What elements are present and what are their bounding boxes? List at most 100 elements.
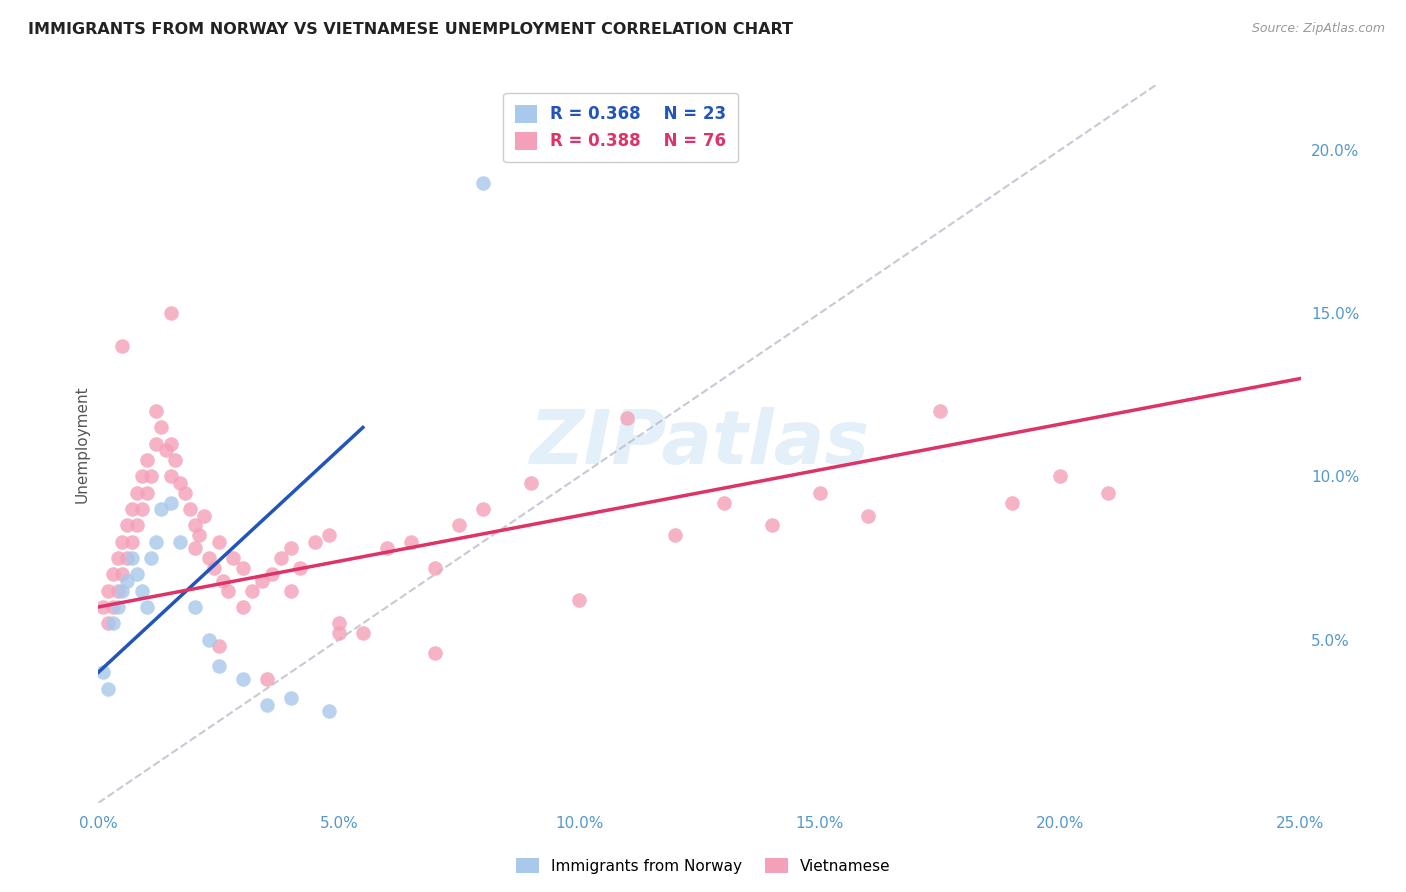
Point <box>222 551 245 566</box>
Point <box>107 583 129 598</box>
Point <box>149 420 172 434</box>
Point <box>240 583 263 598</box>
Point <box>270 551 292 566</box>
Point <box>135 453 157 467</box>
Point <box>208 639 231 653</box>
Point <box>328 626 350 640</box>
Point <box>208 658 231 673</box>
Point <box>169 534 191 549</box>
Point <box>260 567 283 582</box>
Point <box>121 502 143 516</box>
Point <box>568 593 591 607</box>
Point <box>111 567 134 582</box>
Point <box>125 567 148 582</box>
Point <box>91 665 114 680</box>
Point <box>165 453 187 467</box>
Point <box>212 574 235 588</box>
Point <box>107 599 129 614</box>
Point <box>352 626 374 640</box>
Point <box>304 534 326 549</box>
Point <box>183 599 205 614</box>
Point <box>761 518 783 533</box>
Point <box>713 495 735 509</box>
Point <box>97 616 120 631</box>
Point <box>117 518 139 533</box>
Text: IMMIGRANTS FROM NORWAY VS VIETNAMESE UNEMPLOYMENT CORRELATION CHART: IMMIGRANTS FROM NORWAY VS VIETNAMESE UNE… <box>28 22 793 37</box>
Point <box>198 632 221 647</box>
Point <box>256 672 278 686</box>
Point <box>125 485 148 500</box>
Point <box>616 410 638 425</box>
Point <box>125 518 148 533</box>
Legend: Immigrants from Norway, Vietnamese: Immigrants from Norway, Vietnamese <box>509 852 897 880</box>
Point <box>318 528 340 542</box>
Point <box>159 495 181 509</box>
Point <box>256 698 278 712</box>
Point <box>101 567 124 582</box>
Point <box>232 599 254 614</box>
Point <box>198 551 221 566</box>
Point <box>117 574 139 588</box>
Point <box>280 583 302 598</box>
Point <box>131 583 153 598</box>
Point <box>318 705 340 719</box>
Point <box>155 443 177 458</box>
Point <box>145 404 167 418</box>
Point <box>91 599 114 614</box>
Point <box>131 469 153 483</box>
Legend: R = 0.368    N = 23, R = 0.388    N = 76: R = 0.368 N = 23, R = 0.388 N = 76 <box>503 93 738 162</box>
Point <box>135 485 157 500</box>
Point <box>232 561 254 575</box>
Y-axis label: Unemployment: Unemployment <box>75 385 90 502</box>
Point <box>856 508 879 523</box>
Point <box>121 534 143 549</box>
Point <box>928 404 950 418</box>
Point <box>217 583 239 598</box>
Point <box>97 583 120 598</box>
Point <box>159 437 181 451</box>
Point <box>208 534 231 549</box>
Point <box>131 502 153 516</box>
Point <box>1097 485 1119 500</box>
Point <box>141 551 163 566</box>
Point <box>423 561 446 575</box>
Point <box>117 551 139 566</box>
Point <box>280 541 302 556</box>
Point <box>447 518 470 533</box>
Point <box>250 574 273 588</box>
Point <box>664 528 686 542</box>
Point <box>111 534 134 549</box>
Point <box>111 583 134 598</box>
Point <box>145 534 167 549</box>
Point <box>472 502 495 516</box>
Point <box>145 437 167 451</box>
Point <box>159 469 181 483</box>
Point <box>179 502 201 516</box>
Point <box>97 681 120 696</box>
Point <box>193 508 215 523</box>
Point <box>141 469 163 483</box>
Point <box>183 518 205 533</box>
Point <box>280 691 302 706</box>
Point <box>808 485 831 500</box>
Point <box>101 599 124 614</box>
Point <box>399 534 422 549</box>
Point <box>188 528 211 542</box>
Point <box>121 551 143 566</box>
Point <box>111 339 134 353</box>
Point <box>149 502 172 516</box>
Point <box>183 541 205 556</box>
Point <box>159 306 181 320</box>
Point <box>1049 469 1071 483</box>
Point <box>135 599 157 614</box>
Point <box>232 672 254 686</box>
Point <box>107 551 129 566</box>
Point <box>174 485 197 500</box>
Point <box>101 616 124 631</box>
Text: ZIPatlas: ZIPatlas <box>530 408 869 480</box>
Point <box>520 475 543 490</box>
Point <box>328 616 350 631</box>
Point <box>202 561 225 575</box>
Point <box>423 646 446 660</box>
Text: Source: ZipAtlas.com: Source: ZipAtlas.com <box>1251 22 1385 36</box>
